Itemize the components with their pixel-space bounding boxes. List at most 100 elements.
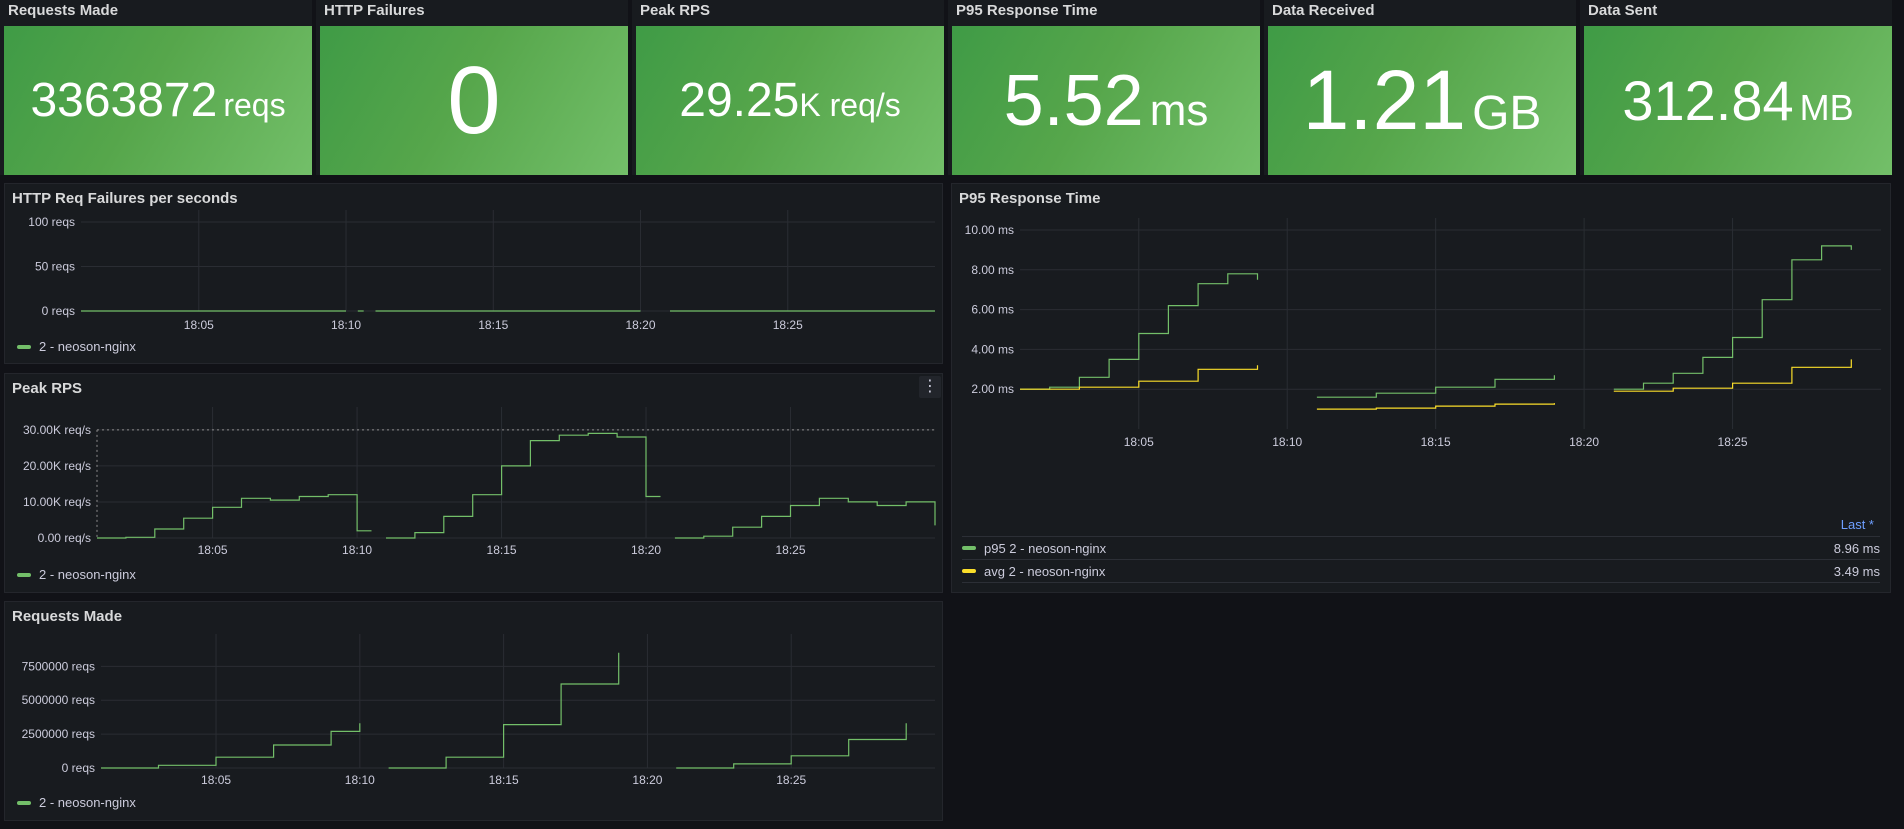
- series-line: [101, 723, 361, 769]
- x-tick-label: 18:05: [198, 543, 228, 557]
- y-tick-label: 0 reqs: [62, 761, 95, 775]
- stat-value: 29.25K req/s: [679, 73, 901, 128]
- x-tick-label: 18:15: [489, 773, 519, 787]
- stat-title: Peak RPS: [640, 2, 711, 19]
- panel-title: Requests Made: [12, 608, 123, 625]
- legend-name: p95 2 - neoson-nginx: [962, 541, 1834, 556]
- value-number: 312.84: [1622, 69, 1794, 132]
- x-tick-label: 18:20: [626, 318, 656, 332]
- legend-sort-header[interactable]: Last *: [1840, 517, 1874, 532]
- x-tick-label: 18:05: [1124, 435, 1154, 449]
- x-tick-label: 18:10: [345, 773, 375, 787]
- legend-row-p95[interactable]: p95 2 - neoson-nginx 8.96 ms: [962, 536, 1880, 559]
- series-line: [1020, 273, 1259, 390]
- legend-swatch: [962, 569, 976, 573]
- stat-p95-response-time[interactable]: P95 Response Time 5.52 ms: [948, 0, 1260, 175]
- value-number: 29.25: [679, 74, 800, 127]
- chart-requests-made: 0 reqs 2500000 reqs 5000000 reqs 7500000 re…: [22, 634, 935, 787]
- value-number: 0: [447, 46, 501, 154]
- value-number: 1.21: [1302, 53, 1467, 147]
- stat-value: 1.21 GB: [1303, 52, 1542, 149]
- x-tick-label: 18:15: [478, 318, 508, 332]
- x-tick-label: 18:05: [201, 773, 231, 787]
- value-number: 5.52: [1003, 60, 1144, 141]
- stat-body: 5.52 ms: [952, 26, 1260, 175]
- series-line: [674, 497, 936, 539]
- x-tick-label: 18:20: [1569, 435, 1599, 449]
- y-tick-label: 30.00K req/s: [23, 423, 91, 437]
- panel-peak-rps[interactable]: Peak RPS ⋮ 0.00 req/s 10.00K req/s 20.00K …: [4, 373, 943, 593]
- legend-label: avg 2 - neoson-nginx: [984, 563, 1106, 579]
- chart-p95-response-time: 2.00 ms 4.00 ms 6.00 ms 8.00 ms 10.00 ms 18:0…: [965, 218, 1881, 449]
- series-line: [1020, 365, 1259, 390]
- x-tick-label: 18:25: [773, 318, 803, 332]
- x-tick-label: 18:10: [342, 543, 372, 557]
- legend-value: 3.49 ms: [1833, 563, 1880, 579]
- value-number: 3363872: [30, 74, 218, 127]
- panel-requests-made[interactable]: Requests Made 0 reqs 2500000 reqs 5000000 …: [4, 601, 943, 821]
- value-unit: reqs: [223, 87, 286, 123]
- stat-data-sent[interactable]: Data Sent 312.84 MB: [1580, 0, 1892, 175]
- legend-item[interactable]: 2 - neoson-nginx: [17, 339, 136, 354]
- stat-body: 3363872 reqs: [4, 26, 312, 175]
- y-tick-label: 5000000 reqs: [22, 693, 95, 707]
- panel-http-failures[interactable]: HTTP Req Failures per seconds 0 reqs 50 r…: [4, 183, 943, 364]
- series-line: [1316, 403, 1555, 410]
- y-tick-label: 10.00 ms: [965, 223, 1014, 237]
- panel-title: P95 Response Time: [959, 190, 1101, 207]
- stat-body: 1.21 GB: [1268, 26, 1576, 175]
- y-tick-label: 20.00K req/s: [23, 459, 91, 473]
- stat-title: Data Received: [1272, 2, 1375, 19]
- legend-row-avg[interactable]: avg 2 - neoson-nginx 3.49 ms: [962, 559, 1880, 583]
- stat-value: 5.52 ms: [1004, 60, 1209, 142]
- y-tick-label: 7500000 reqs: [22, 659, 95, 673]
- chart-http-failures: 0 reqs 50 reqs 100 reqs 18:05 18:10 18:15 18:2…: [28, 210, 935, 332]
- x-tick-label: 18:20: [631, 543, 661, 557]
- y-tick-label: 8.00 ms: [971, 263, 1014, 277]
- stat-requests-made[interactable]: Requests Made 3363872 reqs: [0, 0, 312, 175]
- x-tick-label: 18:15: [487, 543, 517, 557]
- legend-label: 2 - neoson-nginx: [39, 567, 136, 582]
- stat-peak-rps[interactable]: Peak RPS 29.25K req/s: [632, 0, 944, 175]
- x-tick-label: 18:25: [776, 773, 806, 787]
- stat-title: Data Sent: [1588, 2, 1658, 19]
- legend-label: 2 - neoson-nginx: [39, 339, 136, 354]
- stat-title: P95 Response Time: [956, 2, 1098, 19]
- y-tick-label: 10.00K req/s: [23, 495, 91, 509]
- more-vertical-icon[interactable]: ⋮: [919, 376, 941, 398]
- series-line: [97, 494, 372, 539]
- stat-body: 312.84 MB: [1584, 26, 1892, 175]
- x-tick-label: 18:05: [184, 318, 214, 332]
- x-tick-label: 18:25: [1718, 435, 1748, 449]
- value-unit: K req/s: [799, 87, 901, 123]
- panel-title: Peak RPS: [12, 380, 83, 397]
- series-line: [386, 432, 661, 539]
- stat-body: 0: [320, 26, 628, 175]
- stat-value: 3363872 reqs: [30, 73, 285, 128]
- stat-title: HTTP Failures: [324, 2, 425, 19]
- series-line: [388, 652, 620, 769]
- series-line: [1613, 245, 1852, 390]
- legend-swatch: [17, 800, 31, 805]
- stat-value: 0: [447, 46, 500, 156]
- stat-body: 29.25K req/s: [636, 26, 944, 175]
- value-unit: GB: [1472, 87, 1542, 140]
- stat-http-failures[interactable]: HTTP Failures 0: [316, 0, 628, 175]
- legend-label: p95 2 - neoson-nginx: [984, 540, 1107, 556]
- x-tick-label: 18:20: [632, 773, 662, 787]
- stat-title: Requests Made: [8, 2, 119, 19]
- y-tick-label: 50 reqs: [35, 260, 75, 274]
- series-line: [1316, 375, 1555, 398]
- panel-title: HTTP Req Failures per seconds: [12, 190, 238, 207]
- stat-value: 312.84 MB: [1622, 68, 1853, 133]
- y-tick-label: 2.00 ms: [971, 382, 1014, 396]
- legend-item[interactable]: 2 - neoson-nginx: [17, 567, 136, 582]
- y-tick-label: 6.00 ms: [971, 303, 1014, 317]
- y-tick-label: 2500000 reqs: [22, 727, 95, 741]
- legend-item[interactable]: 2 - neoson-nginx: [17, 795, 136, 810]
- stat-data-received[interactable]: Data Received 1.21 GB: [1264, 0, 1576, 175]
- y-tick-label: 0 reqs: [42, 304, 75, 318]
- value-unit: ms: [1149, 85, 1209, 135]
- panel-p95-response-time[interactable]: P95 Response Time 2.00 ms 4.00 ms 6.00 ms 8…: [951, 183, 1891, 593]
- legend-swatch: [17, 572, 31, 577]
